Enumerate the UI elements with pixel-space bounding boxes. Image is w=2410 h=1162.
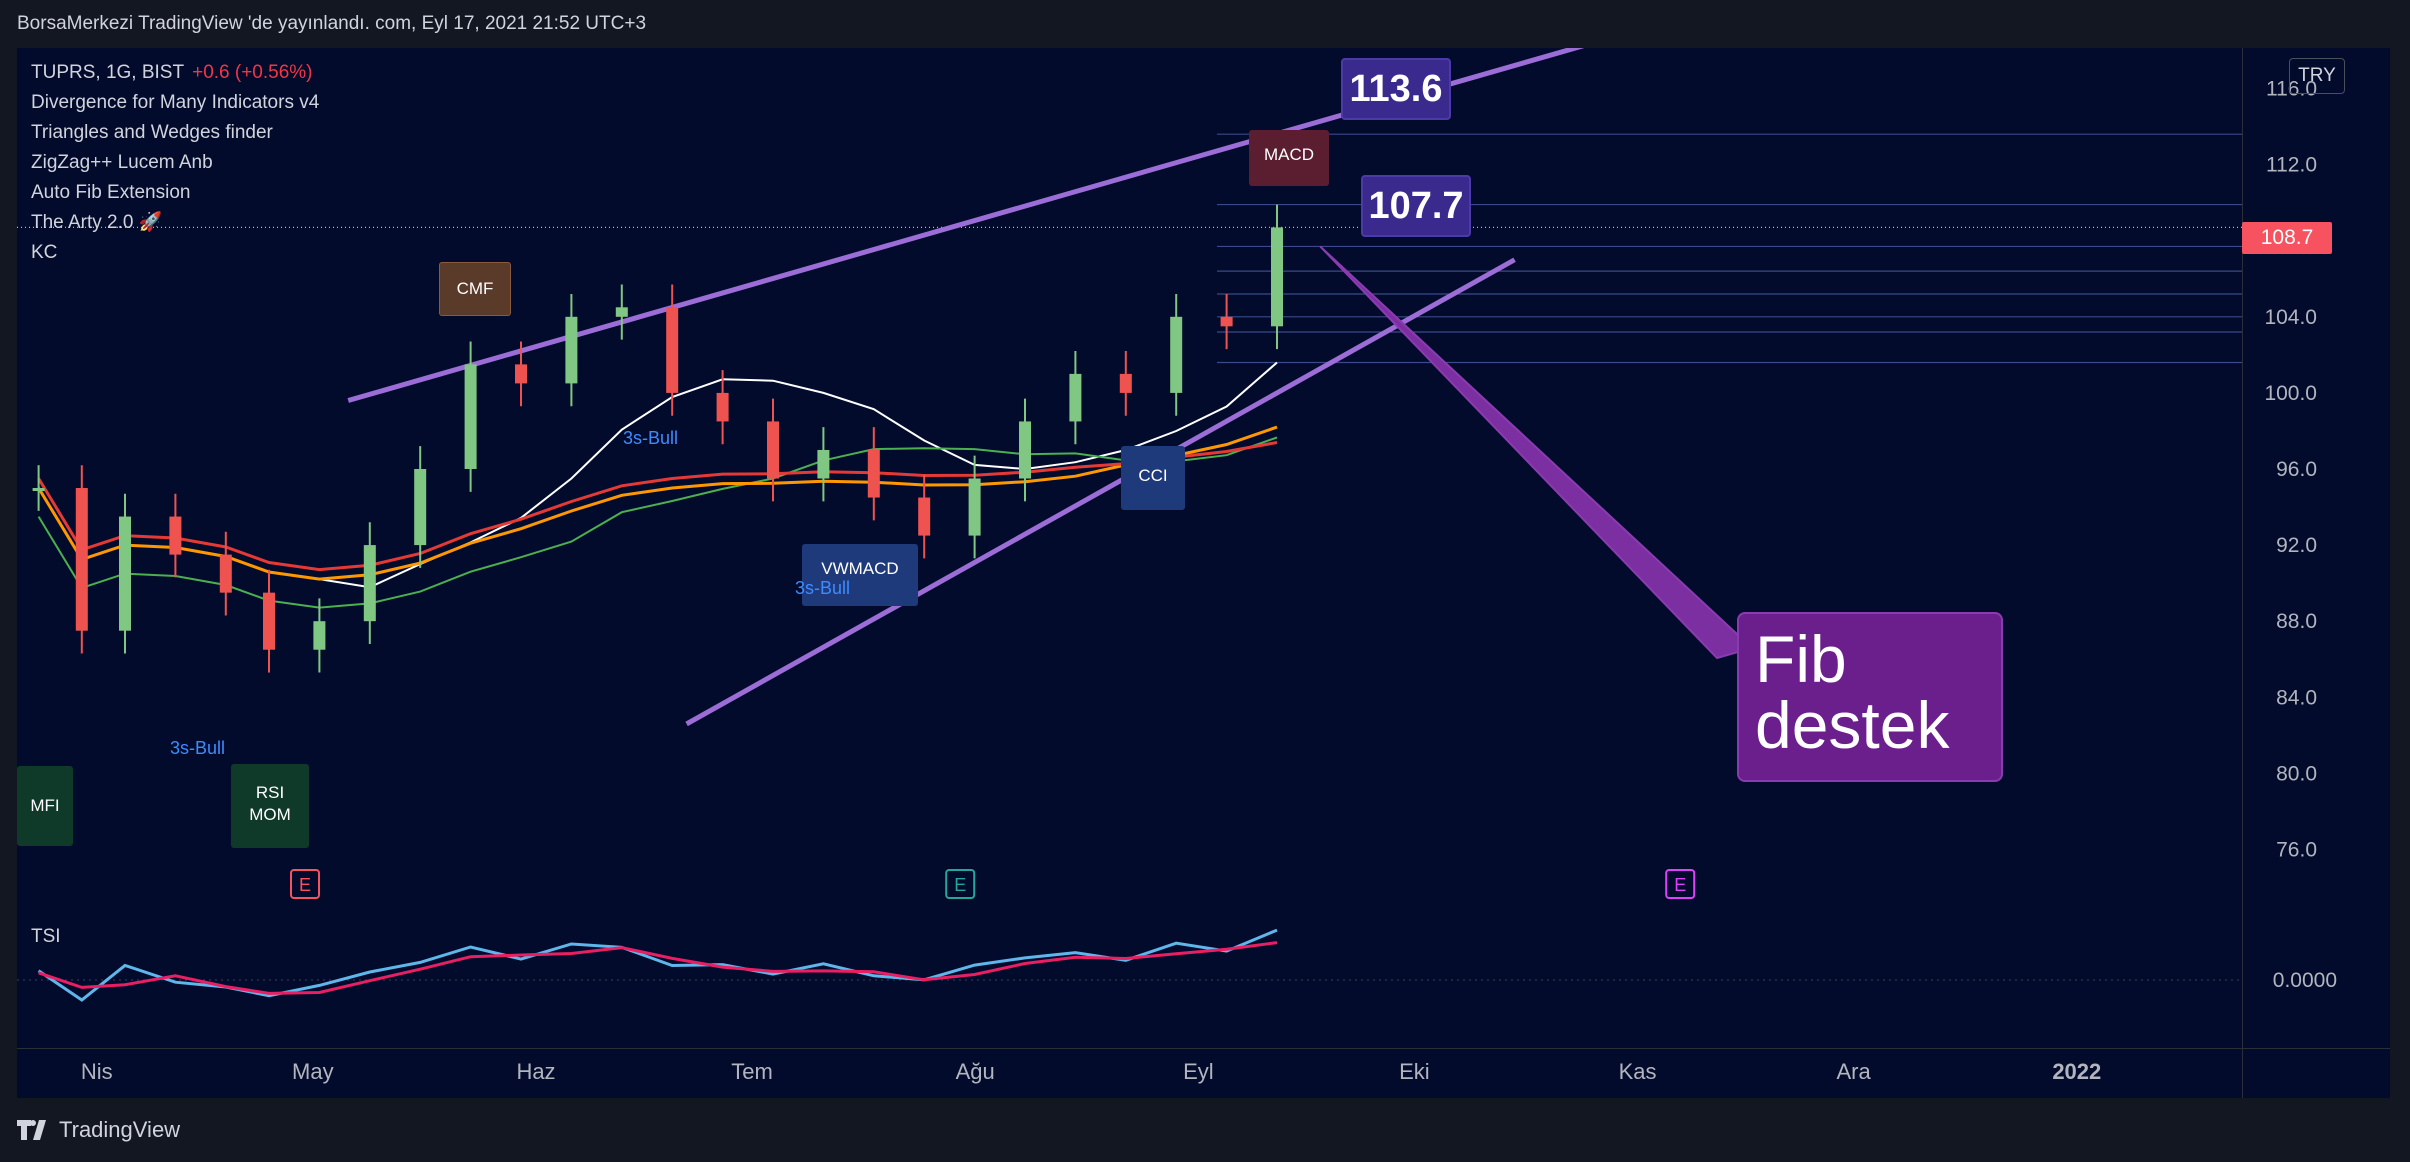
tradingview-logo-icon [17,1120,51,1140]
bull-label: 3s-Bull [623,428,679,448]
candle-body [363,545,376,622]
lower-channel-line [685,257,1516,727]
tsi-pane-label[interactable]: TSI [31,926,61,947]
time-axis-label: Kas [1619,1059,1657,1084]
price-axis-label: 112.0 [2266,154,2317,177]
symbol-line: TUPRS, 1G, BIST [31,62,185,83]
tsi-line [37,928,1278,1002]
price-scale-border [2242,48,2243,1098]
time-axis-label: 2022 [2052,1059,2101,1084]
current-price-tag: 108.7 [2242,222,2332,254]
tradingview-brand-text: TradingView [59,1117,181,1142]
ma-green-line [37,436,1278,609]
mfi-signal-label: MFI [17,766,73,846]
time-axis-label: Ara [1836,1059,1871,1084]
bull-label: 3s-Bull [795,578,851,598]
chart-svg: 116.0112.0108.0104.0100.096.092.088.084.… [17,48,2390,1098]
candle-body [414,469,427,546]
bull-label: 3s-Bull [170,738,226,758]
candle-body [32,488,45,492]
time-axis-label: Nis [81,1059,113,1084]
candle-body [918,497,931,536]
currency-button[interactable]: TRY [2289,58,2345,94]
legend-indicator[interactable]: The Arty 2.0 🚀 [31,212,163,233]
candle-body [263,592,275,650]
price-axis-label: 88.0 [2276,610,2317,633]
time-axis-label: Tem [731,1059,773,1084]
rsi-mom-signal-label: RSI MOM [231,764,309,848]
price-axis-label: 76.0 [2276,838,2317,861]
earnings-marker-text: E [1674,875,1686,895]
earnings-marker [945,869,976,899]
time-axis-label: Haz [516,1059,555,1084]
candle-body [666,307,679,393]
cci-signal-label: CCI [1121,446,1185,510]
time-axis-label: Eyl [1183,1059,1214,1084]
candle-body [75,488,88,631]
candle-body [515,364,527,384]
tsi-signal-line [38,941,1278,995]
candle-body [565,316,578,384]
price-change: +0.6 (+0.56%) [192,62,313,83]
candle-body [1119,373,1132,393]
candle-body [767,421,779,479]
rsi-text: RSI [255,783,285,802]
legend-indicator[interactable]: ZigZag++ Lucem Anb [31,152,213,173]
price-axis-label: 104.0 [2264,306,2317,329]
candle-body [1271,227,1283,327]
candle-body [1069,373,1082,422]
candle-body [169,516,182,555]
legend-indicator[interactable]: KC [31,242,58,263]
destek-word: destek [1755,688,1950,762]
ma-orange-line [37,425,1278,581]
vwmacd-signal-label: VWMACD [802,544,918,606]
price-axis-label: 84.0 [2276,686,2317,709]
time-axis-label: May [292,1059,334,1084]
earnings-marker [290,869,320,899]
price-axis-label: 92.0 [2276,534,2317,557]
candle-body [464,364,477,469]
mom-text: MOM [249,805,291,824]
candle-body [716,392,729,422]
candle-body [313,621,326,650]
earnings-marker-text: E [299,875,311,895]
publish-header: BorsaMerkezi TradingView 'de yayınlandı.… [0,0,2410,48]
time-scale-border [17,1048,2390,1049]
fib-pointer [1319,245,1754,660]
legend-indicator[interactable]: Auto Fib Extension [31,182,191,203]
chart-area[interactable]: 116.0112.0108.0104.0100.096.092.088.084.… [17,48,2390,1098]
fib-word: Fib [1755,622,1847,696]
cmf-signal-label: CMF [439,262,511,316]
candle-body [119,516,131,631]
legend-symbol-row[interactable]: TUPRS, 1G, BIST +0.6 (+0.56%) [31,58,319,88]
price-axis-label: 100.0 [2264,382,2317,405]
candle-body [219,554,232,593]
price-axis-label: 80.0 [2276,762,2317,785]
legend-indicator[interactable]: Divergence for Many Indicators v4 [31,92,320,113]
candle-body [1170,316,1183,393]
time-axis-label: Eki [1399,1059,1430,1084]
legend-indicator[interactable]: Triangles and Wedges finder [31,122,273,143]
price-axis-label: 116.0 [2266,78,2317,101]
chart-legend: TUPRS, 1G, BIST +0.6 (+0.56%) Divergence … [31,58,319,268]
candle-body [1220,316,1233,327]
candle-body [968,478,981,536]
tradingview-logo[interactable]: TradingView [17,1117,180,1143]
candle-body [817,449,830,479]
tsi-axis-label: 0.0000 [2273,969,2337,992]
candle-body [1019,421,1031,479]
ema-white-line [37,361,1278,589]
time-axis-label: Ağu [956,1059,995,1084]
footer-bar: TradingView [0,1098,2410,1162]
callout-107-7[interactable]: 107.7 [1361,175,1471,237]
candle-body [615,307,628,317]
candle-body [867,449,880,498]
callout-113-6[interactable]: 113.6 [1341,58,1451,120]
earnings-marker-text: E [954,875,966,895]
ma-red-line [37,441,1278,572]
fib-destek-callout[interactable]: Fib destek [1737,612,2003,782]
earnings-marker [1665,869,1696,899]
macd-signal-label: MACD [1249,130,1329,186]
price-axis-label: 96.0 [2276,458,2317,481]
